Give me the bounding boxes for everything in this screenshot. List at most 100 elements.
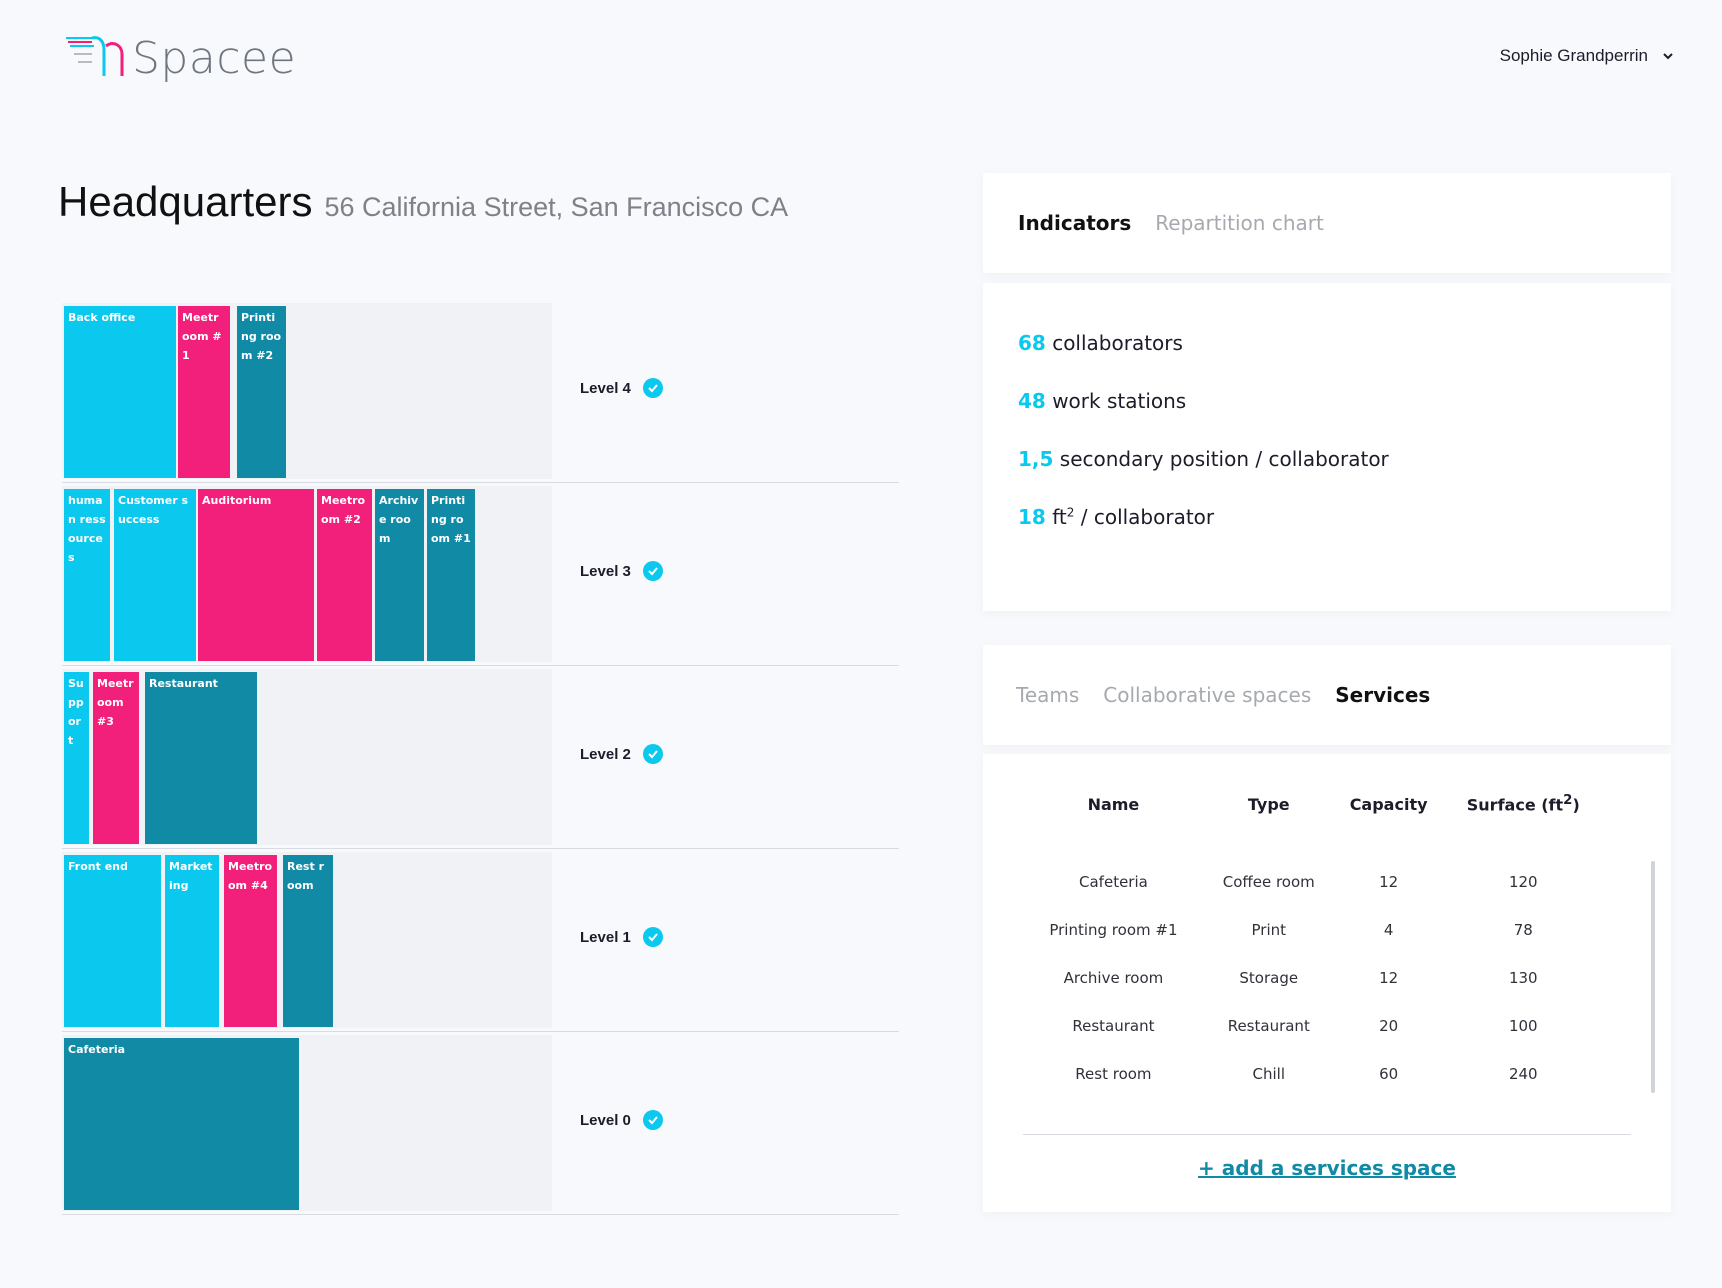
- level-label[interactable]: Level 2: [580, 744, 663, 764]
- indicator-work-stations: 48 work stations: [1018, 389, 1671, 413]
- room-label: Meetroom #2: [321, 494, 366, 526]
- room-block[interactable]: Auditorium: [198, 489, 314, 661]
- room-block[interactable]: Cafeteria: [64, 1038, 299, 1210]
- level-canvas: Back office Meetroom #1 Printing room #2: [62, 303, 552, 479]
- room-block[interactable]: Meetroom #2: [317, 489, 372, 661]
- col-capacity[interactable]: Capacity: [1349, 794, 1428, 814]
- room-block[interactable]: Rest room: [283, 855, 333, 1027]
- room-label: Archive room: [379, 494, 419, 545]
- col-name[interactable]: Name: [1087, 794, 1140, 814]
- divider: [1023, 1134, 1631, 1135]
- room-label: Printing room #1: [431, 494, 471, 545]
- cell-surface: 130: [1508, 969, 1538, 987]
- check-circle-icon: [642, 927, 663, 947]
- cell-type: Coffee room: [1222, 873, 1315, 891]
- tab-collaborative-spaces[interactable]: Collaborative spaces: [1103, 683, 1312, 707]
- user-name: Sophie Grandperrin: [1499, 46, 1648, 65]
- col-surface-sup: 2: [1563, 793, 1573, 809]
- indicator-text: secondary position / collaborator: [1059, 447, 1389, 471]
- level-name: Level 3: [580, 562, 631, 580]
- room-label: Auditorium: [202, 494, 272, 507]
- spaces-tab-panel: Teams Collaborative spaces Services: [983, 645, 1671, 745]
- cell-name: Rest room: [1075, 1065, 1152, 1083]
- cell-type: Restaurant: [1227, 1017, 1310, 1035]
- cell-type: Print: [1251, 921, 1287, 939]
- room-label: Back office: [68, 311, 136, 324]
- cell-type: Chill: [1252, 1065, 1285, 1083]
- level-row: Cafeteria Level 0: [62, 1032, 899, 1215]
- check-circle-icon: [642, 378, 663, 398]
- room-block[interactable]: Front end: [64, 855, 161, 1027]
- room-label: Cafeteria: [68, 1043, 126, 1056]
- room-block[interactable]: Support: [64, 672, 89, 844]
- services-panel: Name Type Capacity Surface (ft2) Cafeter…: [983, 754, 1671, 1212]
- indicator-text: work stations: [1052, 389, 1187, 413]
- level-name: Level 0: [580, 1111, 631, 1129]
- user-menu[interactable]: Sophie Grandperrin: [1500, 46, 1674, 66]
- cell-capacity: 60: [1379, 1065, 1399, 1083]
- room-block[interactable]: human ressources: [64, 489, 110, 661]
- add-services-space-link[interactable]: + add a services space: [1198, 1156, 1456, 1180]
- cell-name: Cafeteria: [1079, 873, 1148, 891]
- tab-teams[interactable]: Teams: [1016, 683, 1080, 707]
- level-row: human ressources Customer success Audito…: [62, 483, 899, 666]
- page-title: Headquarters 56 California Street, San F…: [58, 178, 788, 226]
- brand-name: Spacee: [132, 32, 297, 84]
- room-label: Marketing: [169, 860, 213, 892]
- cell-name: Restaurant: [1072, 1017, 1155, 1035]
- table-row[interactable]: Printing room #1 Print 4 78: [1023, 906, 1603, 954]
- room-label: human ressources: [68, 494, 106, 564]
- tab-indicators[interactable]: Indicators: [1018, 211, 1132, 235]
- add-service-container: + add a services space: [983, 1156, 1671, 1180]
- col-type[interactable]: Type: [1247, 794, 1290, 814]
- table-row[interactable]: Restaurant Restaurant 20 100: [1023, 1002, 1603, 1050]
- room-label: Front end: [68, 860, 128, 873]
- table-row[interactable]: Cafeteria Coffee room 12 120: [1023, 858, 1603, 906]
- table-row[interactable]: Rest room Chill 60 240: [1023, 1050, 1603, 1098]
- tab-services[interactable]: Services: [1335, 683, 1431, 707]
- room-block[interactable]: Printing room #2: [237, 306, 286, 478]
- level-name: Level 4: [580, 379, 631, 397]
- room-block[interactable]: Meetroom #1: [178, 306, 230, 478]
- level-canvas: human ressources Customer success Audito…: [62, 486, 552, 662]
- tab-repartition-chart[interactable]: Repartition chart: [1155, 211, 1324, 235]
- level-label[interactable]: Level 4: [580, 378, 663, 398]
- table-scrollbar[interactable]: [1651, 861, 1655, 1093]
- room-label: Restaurant: [149, 677, 218, 690]
- level-row: Back office Meetroom #1 Printing room #2…: [62, 300, 899, 483]
- room-label: Meetroom #1: [182, 311, 222, 362]
- room-block[interactable]: Printing room #1: [427, 489, 475, 661]
- col-surface[interactable]: Surface (ft2): [1444, 784, 1603, 824]
- level-label[interactable]: Level 1: [580, 927, 663, 947]
- room-block[interactable]: Archive room: [375, 489, 424, 661]
- indicator-value: 68: [1018, 331, 1046, 355]
- logo[interactable]: Spacee: [64, 30, 296, 86]
- room-block[interactable]: Meetroom #3: [93, 672, 139, 844]
- indicators-tab-panel: Indicators Repartition chart: [983, 173, 1671, 273]
- cell-surface: 120: [1508, 873, 1538, 891]
- indicator-value: 1,5: [1018, 447, 1054, 471]
- check-circle-icon: [642, 744, 663, 764]
- cell-capacity: 20: [1379, 1017, 1399, 1035]
- level-label[interactable]: Level 0: [580, 1110, 663, 1130]
- room-label: Support: [68, 677, 84, 747]
- room-block[interactable]: Marketing: [165, 855, 219, 1027]
- room-block[interactable]: Back office: [64, 306, 176, 478]
- indicators-tabs: Indicators Repartition chart: [1018, 211, 1324, 235]
- cell-type: Storage: [1239, 969, 1299, 987]
- indicator-text: / collaborator: [1080, 505, 1215, 529]
- level-canvas: Front end Marketing Meetroom #4 Rest roo…: [62, 852, 552, 1028]
- floor-plan-levels: Back office Meetroom #1 Printing room #2…: [62, 300, 899, 1215]
- indicator-value: 48: [1018, 389, 1046, 413]
- level-label[interactable]: Level 3: [580, 561, 663, 581]
- room-label: Meetroom #3: [97, 677, 134, 728]
- room-block[interactable]: Customer success: [114, 489, 196, 661]
- level-name: Level 2: [580, 745, 631, 763]
- room-block[interactable]: Restaurant: [145, 672, 257, 844]
- cell-capacity: 12: [1379, 873, 1399, 891]
- indicator-surface: 18 ft2 / collaborator: [1018, 505, 1671, 529]
- table-row[interactable]: Archive room Storage 12 130: [1023, 954, 1603, 1002]
- room-block[interactable]: Meetroom #4: [224, 855, 277, 1027]
- cell-surface: 100: [1508, 1017, 1538, 1035]
- cell-surface: 240: [1508, 1065, 1538, 1083]
